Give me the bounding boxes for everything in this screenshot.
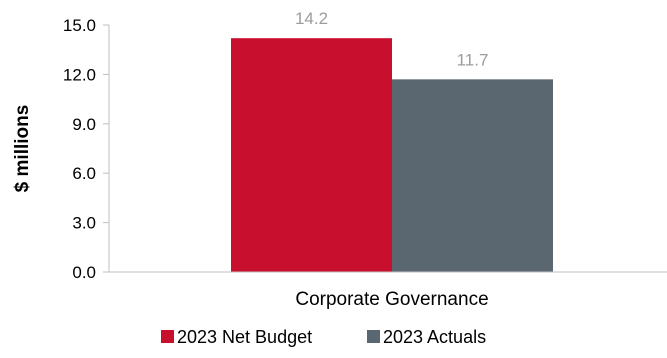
category-label: Corporate Governance: [295, 289, 488, 310]
bar-2023-actuals: [392, 79, 553, 272]
legend-label: 2023 Net Budget: [177, 327, 312, 347]
y-axis-title: $ millions: [12, 105, 33, 193]
legend-label: 2023 Actuals: [383, 327, 486, 347]
legend-swatch: [367, 330, 380, 343]
y-tick-label: 12.0: [63, 65, 96, 84]
y-tick-label: 3.0: [72, 214, 96, 233]
bars: [231, 38, 553, 272]
data-labels: 14.2 11.7: [295, 9, 488, 69]
legend: 2023 Net Budget 2023 Actuals: [161, 327, 486, 347]
y-axis: 0.0 3.0 6.0 9.0 12.0 15.0: [63, 16, 110, 282]
y-tick-label: 9.0: [72, 115, 96, 134]
y-tick-label: 0.0: [72, 263, 96, 282]
y-tick-label: 6.0: [72, 164, 96, 183]
data-label: 11.7: [457, 50, 489, 69]
y-tick-label: 15.0: [63, 16, 96, 35]
data-label: 14.2: [295, 9, 328, 28]
bar-2023-net-budget: [231, 38, 392, 272]
legend-swatch: [161, 330, 174, 343]
